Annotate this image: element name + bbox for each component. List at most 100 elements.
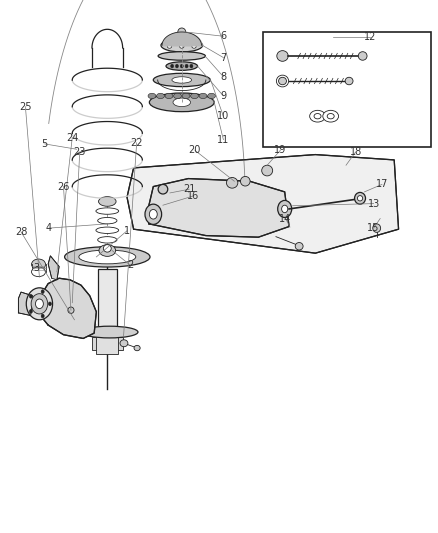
Ellipse shape [226,177,238,188]
Ellipse shape [190,64,193,68]
Text: 28: 28 [15,227,27,237]
Ellipse shape [373,224,381,232]
Text: 6: 6 [220,31,226,41]
Bar [263,32,431,147]
Ellipse shape [148,93,156,99]
Text: 22: 22 [131,138,143,148]
Ellipse shape [172,77,191,83]
Polygon shape [39,278,96,338]
Ellipse shape [180,45,184,48]
Ellipse shape [175,64,178,68]
Ellipse shape [167,45,172,48]
Text: 9: 9 [220,91,226,101]
Ellipse shape [323,110,339,122]
Ellipse shape [99,251,116,259]
Ellipse shape [327,114,334,119]
Ellipse shape [26,288,53,320]
Ellipse shape [170,64,173,68]
Ellipse shape [178,28,186,36]
Text: 24: 24 [66,133,78,142]
Ellipse shape [98,237,117,243]
Ellipse shape [354,192,365,204]
Ellipse shape [357,196,363,201]
Ellipse shape [96,208,119,214]
Text: 21: 21 [183,184,195,194]
Ellipse shape [149,93,214,111]
Text: 17: 17 [376,180,388,189]
Text: 2: 2 [127,261,134,270]
Ellipse shape [180,64,183,68]
Ellipse shape [358,52,367,60]
Ellipse shape [314,114,321,119]
Text: 3: 3 [33,263,39,272]
Ellipse shape [103,245,111,252]
Ellipse shape [173,93,181,99]
Ellipse shape [192,45,196,48]
Ellipse shape [79,250,136,264]
Ellipse shape [99,245,116,256]
Ellipse shape [277,51,288,61]
Ellipse shape [182,93,190,99]
Text: 11: 11 [217,135,230,144]
Text: 16: 16 [187,191,199,201]
Ellipse shape [96,246,119,253]
Text: 1: 1 [124,226,130,236]
Ellipse shape [173,98,191,107]
Bar [96,333,118,354]
Text: 20: 20 [189,146,201,155]
Ellipse shape [153,73,210,86]
Ellipse shape [165,93,173,99]
Ellipse shape [96,227,119,233]
Ellipse shape [81,326,138,338]
Ellipse shape [98,217,117,224]
Polygon shape [48,256,59,280]
Ellipse shape [208,93,215,99]
Ellipse shape [191,93,198,99]
Ellipse shape [32,259,46,270]
Text: 13: 13 [367,199,380,208]
Text: 18: 18 [350,147,362,157]
Ellipse shape [166,62,198,70]
Ellipse shape [31,294,48,314]
Text: 23: 23 [74,147,86,157]
Ellipse shape [240,176,250,186]
Bar [117,337,123,350]
Text: 19: 19 [274,146,286,155]
Text: 8: 8 [220,72,226,82]
Ellipse shape [134,345,140,351]
Text: 5: 5 [42,139,48,149]
Ellipse shape [41,314,44,318]
Ellipse shape [156,93,164,99]
Ellipse shape [261,165,272,176]
Text: 4: 4 [46,223,52,233]
Ellipse shape [120,340,128,346]
Ellipse shape [295,243,303,250]
Ellipse shape [149,209,157,219]
Ellipse shape [161,39,202,52]
Text: 26: 26 [57,182,70,191]
Ellipse shape [99,197,116,206]
Text: 14: 14 [279,214,292,223]
Ellipse shape [199,93,207,99]
Ellipse shape [310,110,325,122]
Ellipse shape [145,204,162,224]
Text: 10: 10 [217,111,230,121]
Polygon shape [127,155,399,253]
Ellipse shape [68,307,74,313]
Text: 25: 25 [19,102,32,111]
Ellipse shape [279,77,286,85]
Ellipse shape [345,77,353,85]
Ellipse shape [35,299,43,309]
Ellipse shape [158,184,168,194]
Ellipse shape [276,75,289,87]
Ellipse shape [278,200,292,217]
Ellipse shape [185,64,188,68]
Ellipse shape [29,294,32,298]
Ellipse shape [29,310,32,313]
Bar [92,337,97,350]
Ellipse shape [41,290,44,294]
Ellipse shape [282,205,288,213]
Bar [98,269,117,336]
Ellipse shape [158,52,205,60]
Ellipse shape [32,267,46,277]
